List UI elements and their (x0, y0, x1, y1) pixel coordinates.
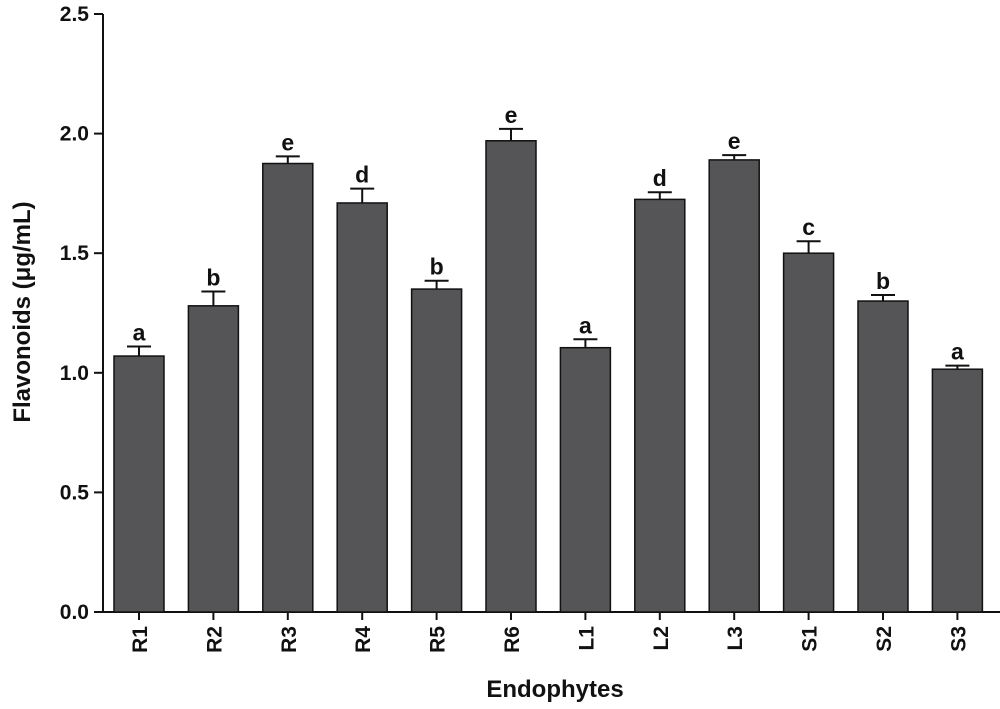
x-tick-label: R3 (278, 626, 301, 653)
bar (782, 252, 835, 613)
y-axis-title: Flavonoids (μg/mL) (9, 201, 36, 422)
significance-label: d (653, 165, 667, 191)
bar-group-r3: e (262, 129, 314, 613)
bar (634, 198, 686, 613)
x-tick-label: R1 (129, 626, 152, 653)
x-tick-label: S2 (873, 626, 896, 652)
significance-label: e (728, 128, 741, 154)
y-tick-label: 2.0 (60, 123, 89, 146)
x-tick-label: S1 (799, 626, 822, 652)
x-tick-label: R4 (352, 626, 375, 653)
bar-group-l1: a (559, 312, 612, 613)
y-tick-label: 0.0 (60, 601, 89, 624)
bar-group-r5: b (410, 254, 463, 613)
bar-group-s1: c (782, 214, 835, 613)
bar (708, 159, 760, 613)
y-tick-label: 1.5 (60, 242, 90, 265)
bar (559, 346, 612, 613)
x-axis: R1 R2 R3 R4 R5 R6 L1 L2 L3 S1 S2 S3 (103, 611, 1000, 653)
bar (857, 300, 909, 613)
y-axis: 0.0 0.5 1.0 1.5 2.0 2.5 (60, 3, 104, 624)
bar (485, 140, 537, 613)
bars: a b e d b e a d e c b a (113, 102, 984, 613)
y-tick-label: 0.5 (60, 481, 90, 504)
bar (931, 368, 984, 613)
significance-label: b (206, 264, 220, 290)
bar-group-l2: d (634, 165, 686, 613)
bar (187, 305, 240, 613)
bar (262, 162, 314, 613)
significance-label: c (802, 214, 815, 240)
significance-label: a (579, 312, 592, 338)
bar-group-s2: b (857, 268, 909, 613)
x-tick-label: R5 (427, 626, 450, 653)
x-tick-label: L3 (724, 626, 747, 651)
x-tick-label: R6 (501, 626, 524, 653)
x-tick-label: S3 (947, 626, 970, 652)
bar (113, 355, 165, 613)
x-tick-label: L1 (575, 626, 598, 651)
significance-label: e (281, 129, 294, 155)
significance-label: b (876, 268, 890, 294)
bar-group-r6: e (485, 102, 537, 613)
bar (336, 202, 388, 613)
x-tick-label: R2 (203, 626, 226, 653)
significance-label: e (505, 102, 518, 128)
bar-group-s3: a (931, 339, 984, 613)
bar-group-l3: e (708, 128, 760, 613)
significance-label: a (951, 339, 964, 365)
y-tick-label: 1.0 (60, 362, 89, 385)
y-tick-label: 2.5 (60, 3, 90, 26)
bar-group-r4: d (336, 162, 388, 613)
x-axis-title: Endophytes (486, 676, 623, 703)
bar (410, 288, 463, 613)
significance-label: d (355, 162, 369, 188)
significance-label: a (133, 319, 146, 345)
x-tick-label: L2 (650, 626, 673, 651)
significance-label: b (430, 254, 444, 280)
bar-group-r1: a (113, 319, 165, 613)
bar-group-r2: b (187, 264, 240, 613)
